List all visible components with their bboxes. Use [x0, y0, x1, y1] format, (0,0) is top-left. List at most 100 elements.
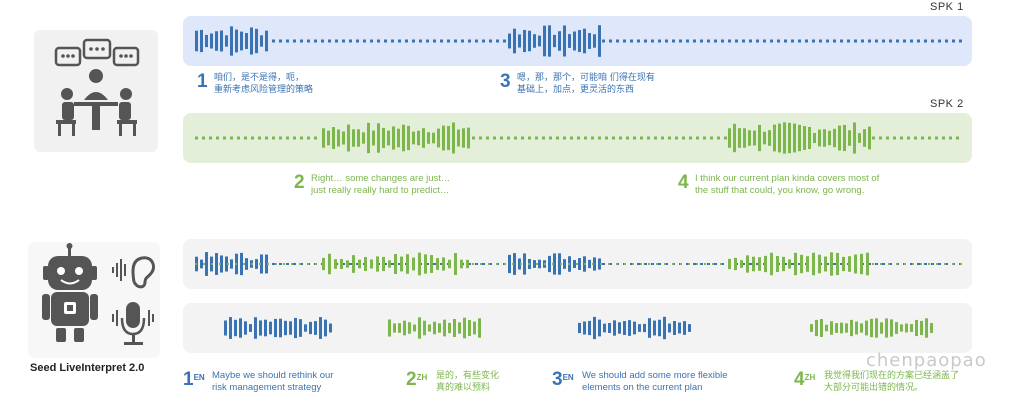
mixed-green-wave-bar — [672, 263, 674, 265]
output-blue-wave-bar — [598, 319, 601, 337]
speaker-2-wave-bar — [500, 136, 503, 140]
output-blue-wave-bar — [648, 318, 651, 338]
translation-2-lang: ZH — [416, 373, 428, 382]
mixed-green-wave-bar — [552, 263, 554, 265]
speaker-1-wave-bar — [568, 34, 571, 48]
mixed-green-wave-bar — [382, 256, 385, 272]
speaker-2-wave-bar — [689, 136, 692, 140]
output-green-wave-bar — [895, 322, 898, 334]
mixed-green-wave-bar — [624, 263, 626, 265]
watermark-text: chenpaopao — [866, 350, 987, 371]
mixed-blue-wave-bar — [342, 263, 345, 265]
speaker-1-wave-bar — [609, 39, 612, 43]
speaker-1-wave-bar — [307, 39, 310, 43]
mixed-blue-wave-bar — [573, 259, 576, 269]
speaker-2-wave-bar — [195, 136, 198, 140]
utterance-2-number: 2 — [294, 172, 305, 193]
mixed-green-wave-bar — [740, 260, 743, 268]
mixed-green-wave-bar — [752, 256, 755, 272]
output-blue-wave-bar — [613, 320, 616, 336]
speaker-1-wave-bar — [548, 25, 551, 57]
mixed-green-wave-bar — [480, 263, 482, 265]
utterance-3-line-1: 嗯，那，那个，可能咱 们得在现有 — [517, 73, 655, 83]
speaker-1-wave-bar — [255, 28, 258, 54]
speaker-1-wave-bar — [240, 31, 243, 51]
output-green-wave-bar — [900, 324, 903, 332]
speaker-2-wave-bar — [279, 136, 282, 140]
mixed-green-wave-bar — [219, 263, 221, 265]
translation-3-line-1: We should add some more flexible — [582, 370, 728, 381]
output-blue-wave-bar — [314, 321, 317, 335]
mixed-blue-wave-bar — [220, 255, 223, 273]
mixed-green-wave-bar — [800, 254, 803, 274]
speaker-2-wave-bar — [437, 128, 440, 148]
mixed-blue-wave-bar — [255, 259, 258, 269]
robot-icon — [42, 243, 98, 342]
utterance-2-line-2: just really really hard to predict… — [311, 185, 450, 196]
mixed-blue-wave-bar — [945, 263, 948, 265]
mixed-green-wave-bar — [696, 263, 698, 265]
speaker-1-wave-bar — [924, 39, 927, 43]
speaker-1-wave-bar — [398, 39, 401, 43]
speaker-1-wave-bar — [250, 27, 253, 55]
mixed-green-wave-bar — [376, 256, 379, 272]
output-blue-wave-bar — [688, 324, 691, 332]
mixed-green-wave-bar — [764, 255, 767, 273]
speaker-1-wave-bar — [693, 39, 696, 43]
speaker-2-wave-bar — [452, 122, 455, 154]
speaker-2-wave-bar — [265, 136, 268, 140]
speaker-1-wave-bar — [588, 33, 591, 49]
speaker-1-wave-bar — [342, 39, 345, 43]
mixed-green-wave-bar — [656, 263, 658, 265]
speaker-2-wave-bar — [584, 136, 587, 140]
speaker-2-wave-bar — [332, 127, 335, 149]
output-green-wave-bar — [865, 320, 868, 336]
speaker-1-wave-bar — [602, 39, 605, 43]
utterance-2-text: Right… some changes are just… just reall… — [311, 173, 511, 197]
mixed-blue-wave-bar — [665, 263, 668, 265]
output-green-wave-bar — [810, 324, 813, 332]
speaker-1-wave-bar — [637, 39, 640, 43]
output-blue-wave-bar — [234, 319, 237, 337]
utterance-3-text: 嗯，那，那个，可能咱 们得在现有 基础上，加点，更灵活的东西 — [517, 72, 717, 96]
speaker-1-wave-bar — [553, 34, 556, 48]
speaker-2-wave-bar — [563, 136, 566, 140]
mixed-green-wave-bar — [944, 263, 946, 265]
mixed-green-wave-bar — [430, 255, 433, 273]
mixed-blue-wave-bar — [482, 263, 485, 265]
mixed-green-wave-bar — [299, 263, 301, 265]
speaker-2-wave-bar — [397, 128, 400, 148]
speaker-1-wave-bar — [658, 39, 661, 43]
speaker-2-wave-bar — [577, 136, 580, 140]
utterance-1-line-2: 重新考虑风险管理的策略 — [214, 85, 314, 95]
output-green-wave-bar — [835, 323, 838, 333]
speaker-2-wave-bar — [853, 122, 856, 154]
mixed-blue-wave-bar — [272, 263, 275, 265]
speaker-2-wave-bar — [848, 130, 851, 146]
output-green-wave-bar — [930, 323, 933, 333]
output-blue-wave-bar — [658, 319, 661, 337]
speaker-2-wave-bar — [272, 136, 275, 140]
mixed-blue-wave-bar — [931, 263, 934, 265]
speaker-1-wave-bar — [447, 39, 450, 43]
speaker-1-wave-bar — [200, 29, 203, 53]
mixed-green-wave-bar — [466, 259, 469, 269]
translation-3-line-2: elements on the current plan — [582, 382, 703, 393]
mixed-blue-wave-bar — [518, 258, 521, 270]
speaker-2-wave-bar — [514, 136, 517, 140]
mixed-blue-wave-bar — [538, 259, 541, 269]
mixed-blue-wave-bar — [593, 257, 596, 271]
mixed-blue-wave-bar — [889, 263, 892, 265]
speaker-2-wave-bar — [528, 136, 531, 140]
output-blue-wave-bar — [329, 323, 332, 333]
mixed-green-wave-bar — [424, 254, 427, 274]
mixed-green-wave-bar — [818, 254, 821, 274]
mixed-green-wave-bar — [640, 263, 642, 265]
output-blue-wave-bar — [608, 323, 611, 333]
mixed-blue-wave-bar — [349, 263, 352, 265]
output-green-wave-bar — [388, 319, 391, 337]
output-green-wave-bar — [393, 323, 396, 333]
mixed-green-wave-bar — [195, 263, 197, 265]
output-green-wave-bar — [880, 322, 883, 334]
mixed-green-wave-bar — [340, 259, 343, 269]
